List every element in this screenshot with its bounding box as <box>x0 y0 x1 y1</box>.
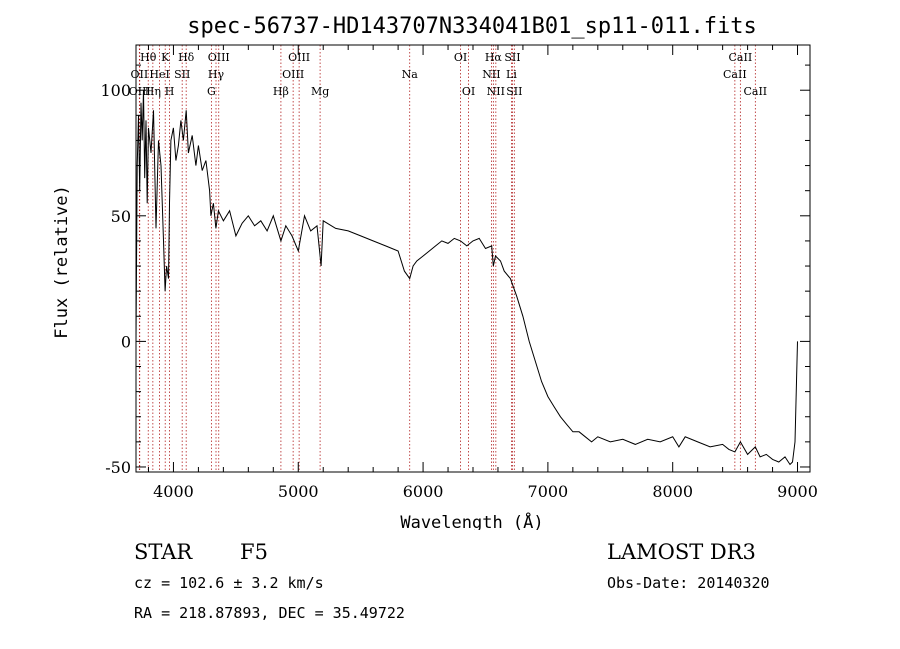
x-axis-label: Wavelength (Å) <box>400 511 543 530</box>
line-label: K <box>161 51 170 64</box>
x-tick-label: 5000 <box>278 482 319 501</box>
line-label: Hβ <box>273 85 289 98</box>
spectrum-chart: spec-56737-HD143707N334041B01_sp11-011.f… <box>52 14 818 530</box>
line-label: NII <box>487 85 505 98</box>
line-label: CaII <box>743 85 767 98</box>
chart-title: spec-56737-HD143707N334041B01_sp11-011.f… <box>187 14 757 39</box>
x-tick-label: 4000 <box>153 482 194 501</box>
object-class: STAR <box>134 540 193 564</box>
y-tick-label: 50 <box>111 207 131 226</box>
plot-frame <box>135 44 811 473</box>
redshift-velocity: cz = 102.6 ± 3.2 km/s <box>134 574 324 592</box>
line-label: Li <box>506 68 517 81</box>
observation-date: Obs-Date: 20140320 <box>607 574 770 592</box>
survey-name: LAMOST DR3 <box>607 540 756 564</box>
y-axis-label: Flux (relative) <box>52 185 72 339</box>
y-tick-label: 0 <box>121 332 131 351</box>
line-label: Hθ <box>140 51 157 64</box>
line-label: G <box>207 85 216 98</box>
line-label: Hα <box>485 51 503 64</box>
line-label: CaII <box>729 51 753 64</box>
object-subclass: F5 <box>240 540 268 564</box>
line-label: Na <box>402 68 419 81</box>
line-label: Hη <box>145 85 161 98</box>
line-label: OIII <box>129 85 151 98</box>
line-label: OIII <box>282 68 304 81</box>
line-label: CaII <box>723 68 747 81</box>
line-label: Hγ <box>208 68 225 81</box>
line-label: OII <box>131 68 149 81</box>
line-label: SII <box>174 68 190 81</box>
line-label: OI <box>454 51 467 64</box>
line-label: H <box>165 85 175 98</box>
line-label: SII <box>506 85 522 98</box>
line-label: OI <box>462 85 475 98</box>
line-label: OIII <box>208 51 230 64</box>
axis-ticks: 4000 5000 6000 7000 8000 9000 -50 0 50 100 <box>100 45 818 501</box>
line-label: Mg <box>311 85 329 98</box>
spectrum-line <box>135 90 798 466</box>
line-label: SII <box>504 51 520 64</box>
x-tick-label: 8000 <box>652 482 693 501</box>
spectral-line-markers <box>138 45 756 472</box>
x-tick-label: 9000 <box>777 482 818 501</box>
coordinates: RA = 218.87893, DEC = 35.49722 <box>134 604 405 622</box>
x-tick-label: 7000 <box>528 482 569 501</box>
y-tick-label: 100 <box>100 81 131 100</box>
line-label: OIII <box>288 51 310 64</box>
spectral-line-labels: Hθ OII OIII K HeI Hη H Hδ SII OIII Hγ G OIII OIII Hβ Mg… <box>129 51 767 98</box>
line-label: HeI <box>149 68 169 81</box>
line-label: NII <box>482 68 500 81</box>
line-label: Hδ <box>178 51 195 64</box>
x-tick-label: 6000 <box>403 482 444 501</box>
y-tick-label: -50 <box>105 458 131 477</box>
